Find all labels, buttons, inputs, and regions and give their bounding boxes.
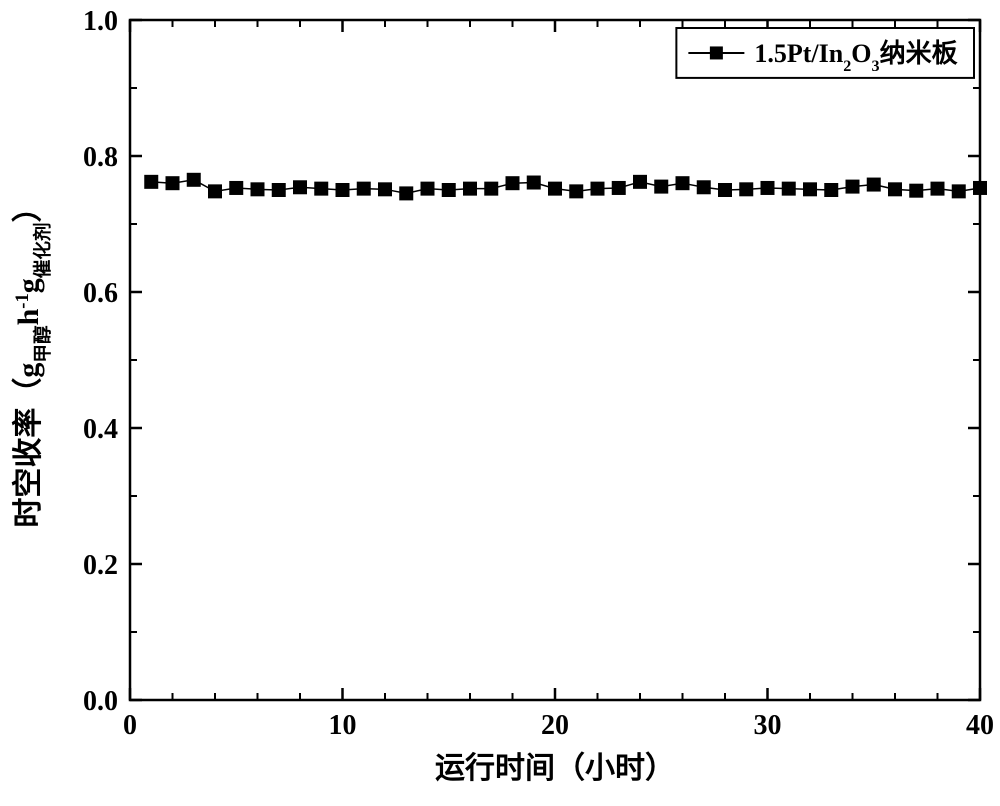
y-tick-label: 0.8 <box>83 142 118 173</box>
data-marker <box>655 180 668 193</box>
data-marker <box>761 181 774 194</box>
y-axis-title: 时空收率（g甲醇h-1g催化剂） <box>11 192 54 527</box>
data-marker <box>825 184 838 197</box>
x-tick-label: 0 <box>123 710 137 741</box>
x-tick-label: 40 <box>966 710 994 741</box>
data-marker <box>846 180 859 193</box>
data-marker <box>570 185 583 198</box>
x-tick-label: 20 <box>541 710 569 741</box>
data-marker <box>442 184 455 197</box>
data-marker <box>294 181 307 194</box>
x-tick-label: 30 <box>754 710 782 741</box>
data-marker <box>272 184 285 197</box>
data-marker <box>804 183 817 196</box>
data-marker <box>421 182 434 195</box>
data-marker <box>676 177 689 190</box>
chart-container: 0 10 20 30 40 0.0 0.2 0.4 0.6 0.8 1.0 运行时间（小时） 时空收率（… <box>0 0 1000 801</box>
data-marker <box>910 184 923 197</box>
data-marker <box>612 181 625 194</box>
data-marker <box>931 182 944 195</box>
data-marker <box>527 176 540 189</box>
chart-svg: 0 10 20 30 40 0.0 0.2 0.4 0.6 0.8 1.0 运行时间（小时） 时空收率（… <box>0 0 1000 801</box>
data-marker <box>485 182 498 195</box>
data-marker <box>740 183 753 196</box>
x-tick-label: 10 <box>329 710 357 741</box>
data-marker <box>379 183 392 196</box>
data-marker <box>357 182 370 195</box>
y-tick-label: 0.0 <box>83 686 118 717</box>
data-marker <box>187 173 200 186</box>
data-marker <box>549 182 562 195</box>
data-marker <box>166 177 179 190</box>
data-marker <box>506 177 519 190</box>
data-marker <box>209 185 222 198</box>
data-marker <box>591 182 604 195</box>
data-marker <box>400 187 413 200</box>
data-marker <box>315 182 328 195</box>
data-marker <box>464 182 477 195</box>
data-marker <box>974 181 987 194</box>
legend-sample-marker <box>710 46 723 59</box>
data-marker <box>230 181 243 194</box>
data-marker <box>634 175 647 188</box>
data-marker <box>782 182 795 195</box>
y-tick-label: 1.0 <box>83 6 118 37</box>
x-axis-title: 运行时间（小时） <box>435 751 675 785</box>
plot-border <box>130 20 980 700</box>
data-marker <box>697 181 710 194</box>
data-marker <box>952 185 965 198</box>
data-marker <box>719 184 732 197</box>
data-marker <box>867 178 880 191</box>
data-marker <box>251 183 264 196</box>
data-marker <box>889 183 902 196</box>
y-tick-label: 0.2 <box>83 550 118 581</box>
y-tick-label: 0.4 <box>83 414 118 445</box>
data-marker <box>336 184 349 197</box>
data-marker <box>145 175 158 188</box>
y-tick-label: 0.6 <box>83 278 118 309</box>
